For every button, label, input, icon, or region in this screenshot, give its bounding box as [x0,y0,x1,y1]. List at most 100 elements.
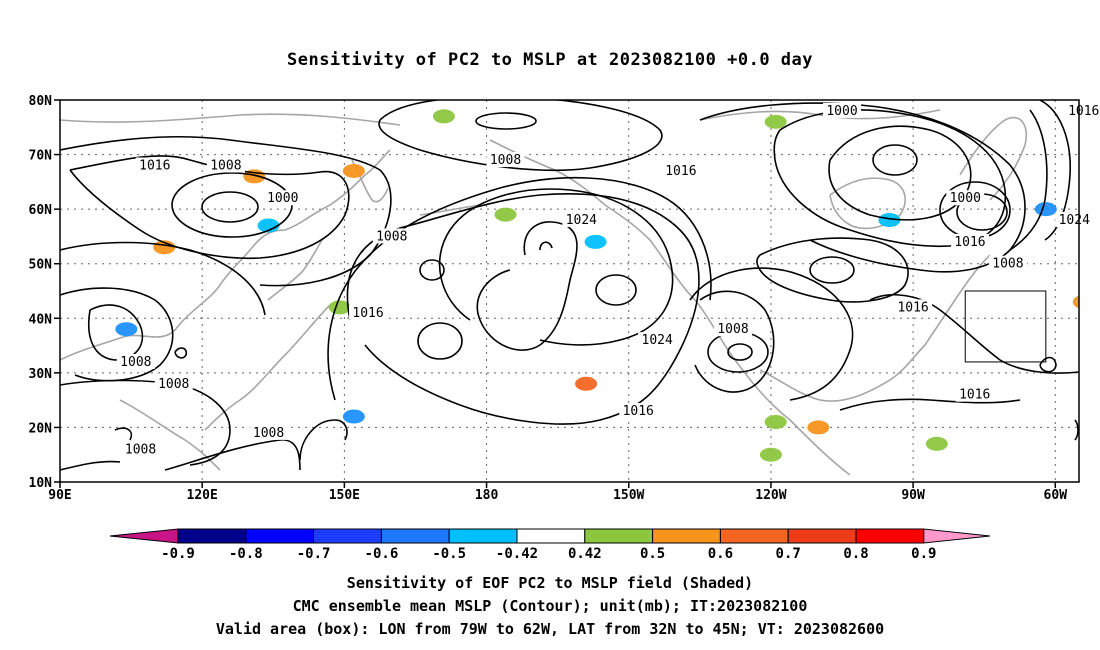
sensitivity-patch [759,447,782,462]
contour-value: 1008 [120,355,151,370]
contour-labels: 1016 1008 1000 1008 1016 1000 1000 1016 1008 1024… [116,102,1100,457]
contour-value: 1016 [352,306,383,321]
contour-label: 1000 [823,102,862,119]
colorbar-bin [516,528,586,544]
lat-tick-label: 60N [29,203,53,218]
contour-value: 1000 [267,191,298,206]
colorbar: -0.9 -0.8 -0.7 -0.6 -0.5 -0.42 0.42 0.5 0.6 0.7 0.… [109,528,991,562]
sensitivity-patch [1034,202,1057,217]
colorbar-label: 0.8 [843,546,868,562]
contour-label: 1008 [206,157,245,173]
colorbar-bin [855,528,925,544]
sensitivity-patch [925,436,948,451]
contour-label: 1024 [1055,212,1094,228]
contour-label: 1008 [249,424,288,441]
colorbar-label: -0.9 [161,546,195,562]
contour-label: 1016 [135,157,174,173]
colorbar-label: 0.9 [911,546,936,562]
colorbar-label: -0.7 [297,546,331,562]
contour-label: 1016 [661,162,700,179]
colorbar-bin [584,528,654,544]
lon-tick-label: 120E [187,488,218,503]
contour-value: 1008 [490,153,521,168]
colorbar-bin [177,528,247,544]
mslp-contours [60,100,1079,471]
sensitivity-patch [115,322,138,337]
plot-frame [59,99,1080,483]
colorbar-bin [380,528,450,544]
sensitivity-patch [257,218,280,233]
contour-label: 1008 [988,255,1027,272]
sensitivity-patch [878,213,901,228]
contour-value: 1016 [139,158,170,173]
sensitivity-patch [584,234,607,249]
contour-value: 1016 [665,164,696,179]
contour-value: 1016 [623,404,654,419]
contour-label: 1024 [638,332,677,348]
lon-tick-label: 120W [755,488,786,503]
colorbar-label: -0.8 [229,546,263,562]
colorbar-label: 0.7 [776,546,801,562]
colorbar-label: 0.6 [708,546,733,562]
sensitivity-patch [807,420,830,435]
contour-label: 1016 [950,233,989,250]
lat-tick-label: 10N [29,476,53,491]
sensitivity-patch [432,109,455,124]
contour-value: 1008 [992,257,1023,272]
contour-value: 1008 [158,377,189,392]
lon-tick-label: 60W [1044,488,1068,503]
contour-label: 1008 [486,152,525,168]
contour-value: 1000 [826,104,857,119]
valid-area-box [964,290,1047,363]
contour-label: 1008 [154,375,193,392]
colorbar-label: -0.5 [432,546,466,562]
lat-tick-label: 20N [29,421,53,436]
contour-value: 1000 [950,191,981,206]
sensitivity-patch [342,163,365,178]
contour-label: 1016 [349,304,388,321]
sensitivity-patch [764,114,787,129]
colorbar-bin [313,528,382,544]
contour-label: 1008 [121,441,160,457]
lon-tick-label: 90E [48,488,71,503]
contour-label: 1016 [619,403,658,419]
lon-tick-label: 150E [329,488,360,503]
sensitivity-shading [115,109,1079,462]
caption-line-contour: CMC ensemble mean MSLP (Contour); unit(m… [292,597,808,615]
colorbar-bin [652,528,721,544]
chart-title: Sensitivity of PC2 to MSLP at 2023082100… [286,50,813,70]
lat-tick-label: 70N [29,149,53,164]
colorbar-label: -0.6 [365,546,399,562]
contour-label: 1008 [372,228,411,244]
colorbar-bin [719,528,789,544]
figure-caption: Sensitivity of EOF PC2 to MSLP field (Sh… [0,572,1100,641]
colorbar-low-extension [109,528,179,544]
contour-value: 1016 [1068,104,1099,119]
sensitivity-patch [494,207,517,222]
colorbar-bin [787,528,857,544]
lon-tick-label: 150W [613,488,644,503]
contour-label: 1024 [562,212,601,228]
colorbar-label: 0.5 [640,546,665,562]
contour-value: 1008 [717,322,748,337]
colorbar-bin [448,528,518,544]
lon-tick-label: 90W [901,488,925,503]
sensitivity-patch [1072,295,1079,309]
contour-value: 1008 [376,229,407,244]
contour-label: 1016 [955,386,994,403]
sensitivity-patch [342,409,365,424]
caption-line-shading: Sensitivity of EOF PC2 to MSLP field (Sh… [346,574,754,592]
contour-value: 1008 [210,158,241,173]
colorbar-high-extension [923,528,991,544]
contour-label: 1008 [116,353,155,370]
colorbar-label: 0.42 [568,546,602,562]
contour-value: 1024 [566,213,597,228]
caption-line-valid-area: Valid area (box): LON from 79W to 62W, L… [215,620,885,638]
contour-label: 1016 [894,299,933,315]
lon-tick-label: 180 [475,488,499,503]
contour-value: 1016 [959,388,990,403]
colorbar-label: -0.42 [496,546,538,562]
contour-label: 1000 [263,190,302,206]
